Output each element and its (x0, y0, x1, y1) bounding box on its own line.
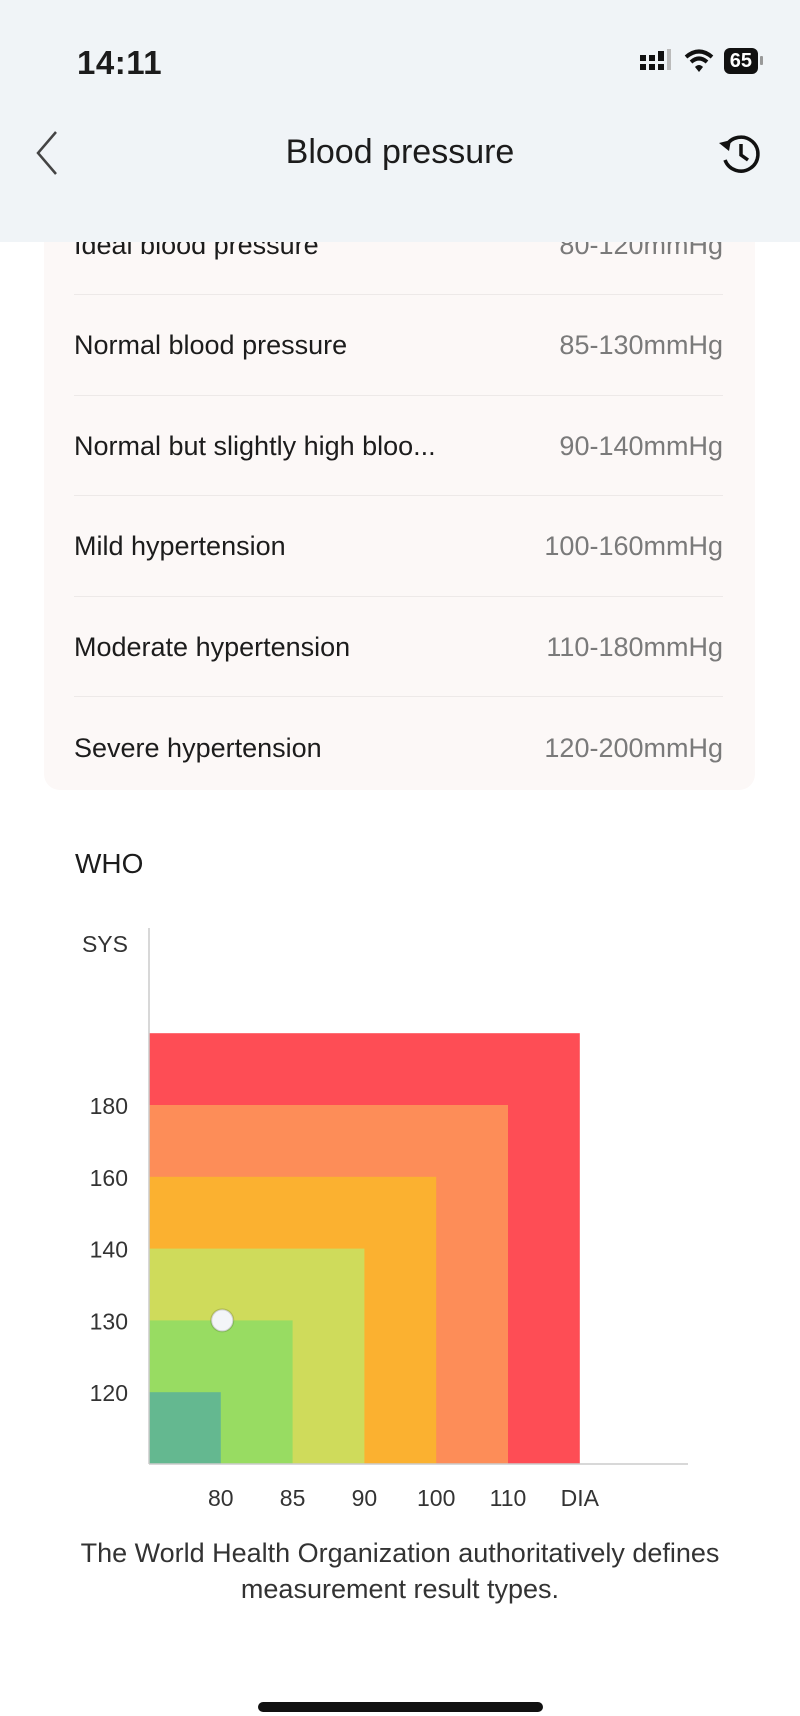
status-icons: 65 (639, 48, 764, 74)
range-row: Normal but slightly high bloo... 90-140mm… (74, 396, 723, 497)
x-tick-label: 90 (352, 1485, 378, 1511)
home-indicator[interactable] (258, 1702, 543, 1712)
y-axis-label: SYS (82, 931, 128, 957)
back-button[interactable] (30, 128, 70, 178)
divider (74, 294, 723, 295)
divider (74, 495, 723, 497)
caption: The World Health Organization authoritat… (80, 1538, 720, 1604)
who-chart: 120 130 140 160 180 SYS 80 85 90 100 110 DIA (82, 928, 688, 1511)
y-tick-label: 180 (90, 1093, 128, 1119)
divider (74, 595, 723, 597)
section-title: WHO (75, 848, 144, 879)
range-label: Mild hypertension (74, 531, 286, 562)
range-value: 100-160mmHg (544, 531, 723, 562)
status-time: 14:11 (77, 44, 163, 81)
range-label: Severe hypertension (74, 732, 322, 763)
nav-header: 14:11 65 Blood pressure (0, 0, 800, 242)
range-value: 110-180mmHg (546, 631, 723, 662)
y-tick-label: 130 (90, 1308, 128, 1334)
range-value: 85-130mmHg (559, 330, 723, 361)
wifi-icon (684, 49, 714, 72)
x-tick-label: 100 (417, 1485, 455, 1511)
range-label: Moderate hypertension (74, 631, 351, 662)
y-tick-label: 140 (90, 1237, 128, 1263)
divider (74, 696, 723, 698)
range-label: Normal blood pressure (74, 330, 348, 361)
page-title: Blood pressure (285, 133, 515, 171)
x-tick-label: 110 (490, 1485, 527, 1511)
y-tick-label: 160 (90, 1165, 128, 1191)
x-tick-label: 85 (280, 1485, 306, 1511)
range-row: Moderate hypertension 110-180mmHg (74, 597, 723, 698)
range-row: Mild hypertension 100-160mmHg (74, 497, 723, 597)
range-value: 120-200mmHg (544, 732, 723, 763)
range-value: 90-140mmHg (559, 430, 723, 461)
ranges-card: Ideal blood pressure 80-120mmHg Normal blo… (44, 195, 755, 790)
range-label: Normal but slightly high bloo... (74, 430, 436, 461)
battery-icon: 65 (723, 48, 764, 74)
y-tick-label: 120 (90, 1380, 128, 1406)
range-row: Normal blood pressure 85-130mmHg (74, 296, 723, 396)
band-0 (149, 1392, 221, 1464)
measurement-marker (210, 1308, 235, 1333)
x-tick-label: 80 (208, 1485, 234, 1511)
divider (74, 394, 723, 396)
history-icon[interactable] (716, 130, 764, 178)
range-row: Severe hypertension 120-200mmHg (74, 698, 723, 798)
signal-icon (639, 49, 671, 70)
x-axis-label: DIA (561, 1485, 600, 1511)
